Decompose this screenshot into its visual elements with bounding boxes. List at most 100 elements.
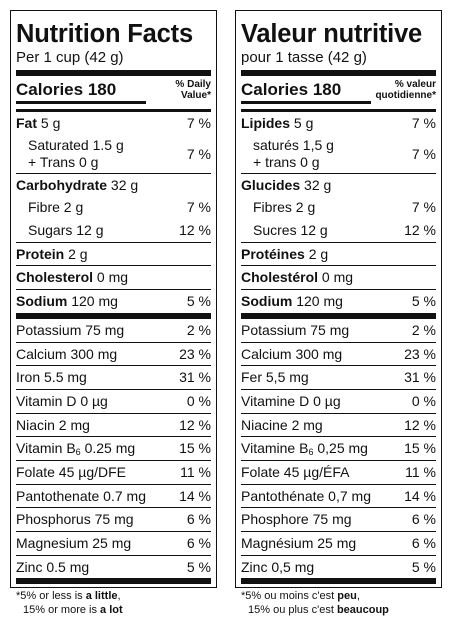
vitamin-b6-pct: 15 %	[179, 440, 211, 457]
calcium-label: Calcium 300 mg	[241, 345, 343, 362]
pantothenate-pct: 14 %	[404, 487, 436, 504]
folate-row: Folate 45 µg/ÉFA 11 %	[241, 461, 436, 484]
panel-title: Nutrition Facts	[16, 20, 193, 48]
sugars-label: Sucres 12 g	[253, 222, 328, 239]
divider	[16, 459, 211, 461]
magnesium-pct: 6 %	[186, 535, 211, 551]
divider	[16, 172, 211, 174]
vitamin-b6-amount: 0.25 mg	[80, 440, 136, 457]
folate-pct: 11 %	[405, 463, 436, 480]
divider	[16, 365, 211, 367]
fibre-label: Fibres 2 g	[253, 199, 316, 216]
calories-value: 180	[312, 80, 342, 99]
vitamin-b6-subscript: 6	[75, 447, 81, 458]
divider	[241, 172, 436, 174]
phosphorus-label: Phosphore 75 mg	[241, 511, 352, 528]
carb-value: 32 g	[304, 176, 332, 193]
calories-text: Calories 180	[16, 80, 116, 100]
serving-size: Per 1 cup (42 g)	[16, 49, 124, 66]
divider	[16, 531, 211, 532]
divider	[16, 436, 211, 438]
nutrition-facts-panel-fr: Valeur nutritive pour 1 tasse (42 g) Cal…	[235, 10, 442, 616]
phosphorus-pct: 6 %	[411, 511, 436, 528]
calories-text: Calories 180	[241, 80, 341, 100]
divider-thick	[241, 312, 436, 319]
divider	[16, 388, 211, 390]
fat-pct: 7 %	[411, 115, 436, 131]
divider	[16, 412, 211, 414]
divider	[241, 365, 436, 367]
folate-pct: 11 %	[180, 463, 211, 480]
vitamin-b6-name: Vitamin B	[16, 440, 76, 457]
vitamin-d-label: Vitamin D 0 µg	[16, 392, 108, 409]
saturated-label: Saturated 1.5 g	[28, 136, 124, 153]
pantothenate-pct: 14 %	[179, 487, 211, 504]
sodium-value: 120 mg	[296, 293, 343, 310]
saturated-trans-row: Saturated 1.5 g + Trans 0 g 7 %	[16, 135, 211, 173]
divider	[241, 436, 436, 438]
carb-value: 32 g	[110, 176, 139, 193]
cholesterol-row: Cholesterol 0 mg	[16, 266, 211, 289]
sodium-row: Sodium 120 mg 5 %	[241, 290, 436, 313]
saturated-pct: 7 %	[186, 145, 211, 162]
potassium-row: Potassium 75 mg 2 %	[241, 319, 436, 342]
niacin-row: Niacine 2 mg 12 %	[241, 414, 436, 437]
protein-label: Protein	[16, 245, 65, 262]
divider	[16, 265, 211, 267]
calories-underline	[241, 101, 371, 104]
vitamin-b6-name: Vitamine B	[241, 440, 309, 457]
sugars-pct: 12 %	[404, 222, 436, 239]
footnote-line-2: 15% or more is a lot	[23, 604, 123, 617]
sugars-label: Sugars 12 g	[28, 222, 104, 239]
fibre-pct: 7 %	[411, 199, 436, 216]
cholesterol-label: Cholesterol	[16, 269, 94, 286]
divider	[241, 483, 436, 485]
sodium-label: Sodium	[241, 293, 293, 310]
potassium-pct: 2 %	[186, 321, 211, 338]
divider-medium	[241, 109, 436, 112]
niacin-label: Niacine 2 mg	[241, 416, 323, 433]
iron-pct: 31 %	[404, 369, 436, 386]
niacin-label: Niacin 2 mg	[16, 416, 90, 433]
sugars-pct: 12 %	[179, 222, 211, 239]
iron-label: Iron 5.5 mg	[16, 369, 87, 386]
iron-row: Fer 5,5 mg 31 %	[241, 366, 436, 389]
divider	[241, 554, 436, 556]
magnesium-pct: 6 %	[411, 535, 436, 551]
divider	[241, 412, 436, 414]
fibre-row: Fibres 2 g 7 %	[241, 196, 436, 219]
divider	[241, 341, 436, 343]
cholesterol-label: Cholestérol	[241, 269, 319, 286]
potassium-row: Potassium 75 mg 2 %	[16, 319, 211, 342]
cholesterol-value: 0 mg	[321, 269, 354, 286]
divider	[241, 241, 436, 243]
divider-thick	[16, 70, 211, 76]
phosphorus-row: Phosphore 75 mg 6 %	[241, 508, 436, 531]
divider	[16, 341, 211, 343]
sodium-label: Sodium	[16, 293, 68, 310]
pantothenate-row: Pantothénate 0,7 mg 14 %	[241, 485, 436, 508]
fat-value: 5 g	[40, 115, 61, 131]
calcium-row: Calcium 300 mg 23 %	[16, 343, 211, 366]
folate-label: Folate 45 µg/DFE	[16, 463, 127, 480]
carb-label: Glucides	[241, 176, 301, 193]
pantothenate-label: Pantothénate 0,7 mg	[241, 487, 371, 504]
iron-pct: 31 %	[179, 369, 211, 386]
fat-label: Lipides	[241, 115, 291, 131]
potassium-label: Potassium 75 mg	[241, 321, 350, 338]
sugars-row: Sugars 12 g 12 %	[16, 219, 211, 242]
zinc-pct: 5 %	[411, 558, 436, 575]
fat-value: 5 g	[293, 115, 314, 131]
phosphorus-row: Phosphorus 75 mg 6 %	[16, 508, 211, 531]
folate-row: Folate 45 µg/DFE 11 %	[16, 461, 211, 484]
cholesterol-row: Cholestérol 0 mg	[241, 266, 436, 289]
footnote-line-1: *5% or less is a little,	[16, 590, 121, 603]
phosphorus-label: Phosphorus 75 mg	[16, 511, 134, 528]
magnesium-label: Magnésium 25 mg	[241, 535, 357, 551]
panel-title: Valeur nutritive	[241, 20, 423, 48]
folate-label: Folate 45 µg/ÉFA	[241, 463, 350, 480]
calcium-row: Calcium 300 mg 23 %	[241, 343, 436, 366]
calories-label: Calories	[16, 80, 84, 99]
protein-row: Protéines 2 g	[241, 243, 436, 266]
divider	[16, 507, 211, 509]
